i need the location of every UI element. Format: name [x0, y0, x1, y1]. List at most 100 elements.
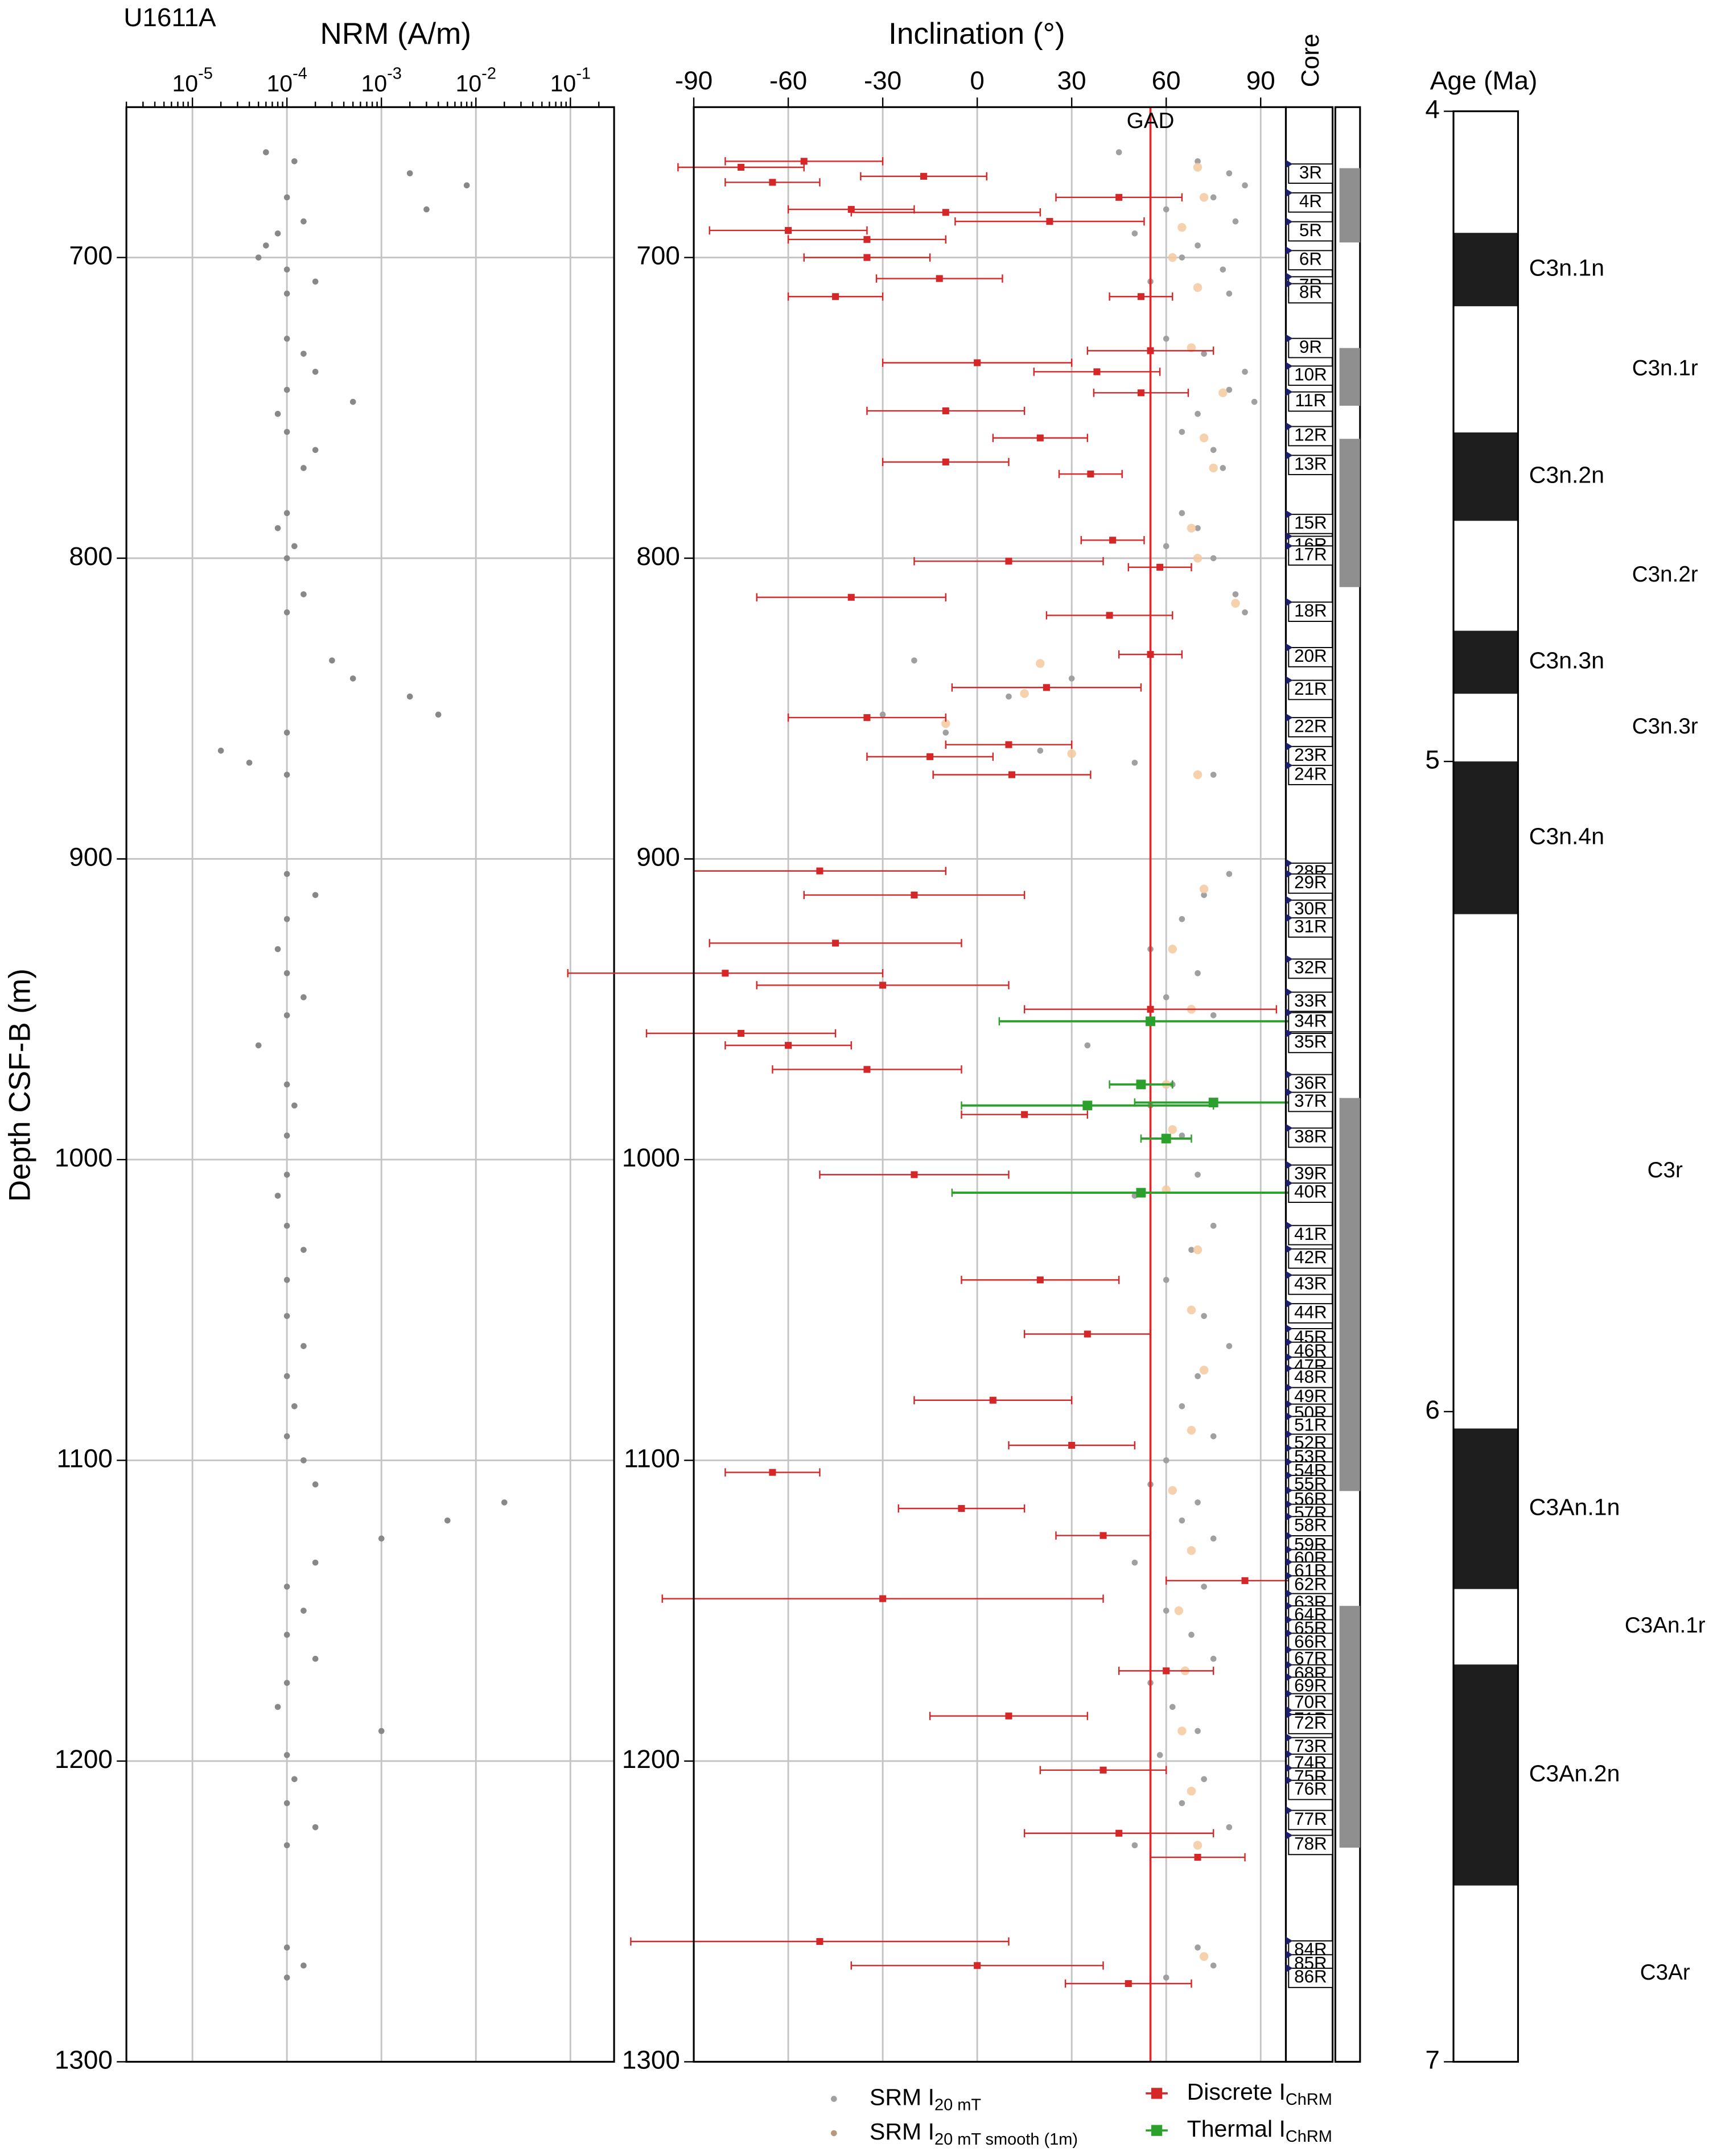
core-label: 40R: [1294, 1181, 1327, 1201]
core-box: [1288, 991, 1333, 1012]
lithology-interval: [1339, 1098, 1360, 1491]
core-label: 4R: [1299, 191, 1322, 211]
discrete-point: [911, 891, 918, 898]
discrete-point: [1005, 741, 1012, 748]
core-box: [1288, 426, 1333, 447]
srm-point: [879, 711, 886, 718]
core-label: 15R: [1294, 513, 1327, 533]
chron-label: C3r: [1648, 1158, 1683, 1182]
nrm-point: [291, 1403, 298, 1409]
core-box: [1288, 283, 1333, 304]
core-marker: [1286, 1299, 1293, 1308]
tick-exponent: -1: [576, 64, 591, 83]
srm-point: [1115, 149, 1122, 155]
nrm-point: [444, 1517, 451, 1524]
srm-point: [1163, 994, 1169, 1000]
x-tick-label: -30: [864, 65, 901, 95]
nrm-point: [300, 465, 307, 471]
nrm-point: [283, 871, 290, 877]
srm-point: [1210, 1535, 1217, 1542]
discrete-point: [1099, 1766, 1107, 1774]
core-marker: [1286, 1601, 1293, 1610]
core-marker: [1286, 1430, 1293, 1438]
core-marker: [1286, 1629, 1293, 1638]
srm-point: [1210, 194, 1217, 201]
tick-exponent: -3: [387, 64, 402, 83]
nrm-point: [283, 1433, 290, 1440]
discrete-point: [1036, 1276, 1044, 1284]
discrete-point: [863, 1066, 871, 1073]
nrm-point: [300, 218, 307, 225]
y-tick-label: 700: [69, 241, 113, 270]
nrm-point: [283, 1081, 290, 1088]
core-label: 86R: [1294, 1967, 1327, 1986]
srm-point: [1179, 916, 1185, 922]
core-marker: [1286, 1831, 1293, 1840]
discrete-point: [1147, 1005, 1154, 1013]
core-marker: [1286, 1161, 1293, 1169]
core-marker: [1286, 1457, 1293, 1466]
core-box: [1288, 163, 1333, 184]
srm-smooth-point: [1187, 1425, 1196, 1435]
nrm-point: [300, 591, 307, 597]
nrm-point: [283, 609, 290, 616]
chron-block: [1453, 761, 1518, 914]
thermal-point: [1136, 1079, 1146, 1090]
chron-label: C3n.1r: [1632, 356, 1698, 380]
core-label: 18R: [1294, 600, 1327, 620]
core-marker: [1286, 1964, 1293, 1973]
legend-name: Thermal I: [1187, 2116, 1286, 2142]
srm-smooth-point: [1193, 554, 1203, 563]
srm-point: [942, 729, 949, 736]
core-marker: [1286, 1806, 1293, 1815]
core-label: 76R: [1294, 1779, 1327, 1799]
thermal-point: [1146, 1016, 1155, 1027]
core-marker: [1286, 1353, 1293, 1362]
lithology-interval: [1339, 168, 1360, 243]
core-box: [1288, 647, 1333, 667]
srm-point: [1226, 386, 1233, 393]
nrm-point: [291, 158, 298, 164]
srm-point: [1163, 335, 1169, 342]
legend-label: Discrete IChRM: [1187, 2079, 1332, 2109]
core-label: 35R: [1294, 1032, 1327, 1052]
nrm-point: [312, 1481, 319, 1488]
tick-exponent: -4: [293, 64, 307, 83]
chron-block: [1453, 1885, 1518, 2062]
discrete-point: [989, 1396, 996, 1404]
chron-block: [1453, 914, 1518, 1429]
discrete-point: [942, 458, 949, 465]
discrete-point: [1241, 1577, 1249, 1584]
srm-point: [1195, 242, 1201, 249]
core-label: 5R: [1299, 220, 1322, 240]
x-tick-label: 10-1: [550, 64, 591, 96]
srm-smooth-point: [1199, 1952, 1209, 1961]
nrm-point: [283, 386, 290, 393]
y-tick-label: 1000: [622, 1143, 680, 1172]
core-box: [1288, 545, 1333, 566]
srm-point: [1232, 591, 1239, 597]
discrete-point: [942, 209, 949, 216]
core-label: 34R: [1294, 1011, 1327, 1031]
chron-label: C3An.1r: [1625, 1613, 1706, 1638]
nrm-point: [312, 1824, 319, 1831]
discrete-point: [832, 293, 839, 300]
core-label: 37R: [1294, 1091, 1327, 1111]
srm-point: [1195, 158, 1201, 164]
discrete-point: [863, 254, 871, 261]
nrm-point: [291, 543, 298, 550]
discrete-point: [1084, 1330, 1091, 1338]
core-marker: [1286, 1029, 1293, 1038]
core-marker: [1286, 1221, 1293, 1230]
srm-point: [1179, 1403, 1185, 1409]
core-label: 49R: [1294, 1386, 1327, 1406]
nrm-point: [274, 525, 281, 531]
nrm-point: [406, 170, 413, 176]
core-marker: [1286, 1324, 1293, 1333]
srm-point: [1226, 1343, 1233, 1349]
srm-point: [1201, 351, 1207, 357]
discrete-point: [1036, 434, 1044, 442]
nrm-point: [283, 729, 290, 736]
core-marker: [1286, 742, 1293, 751]
nrm-point: [300, 1607, 307, 1614]
